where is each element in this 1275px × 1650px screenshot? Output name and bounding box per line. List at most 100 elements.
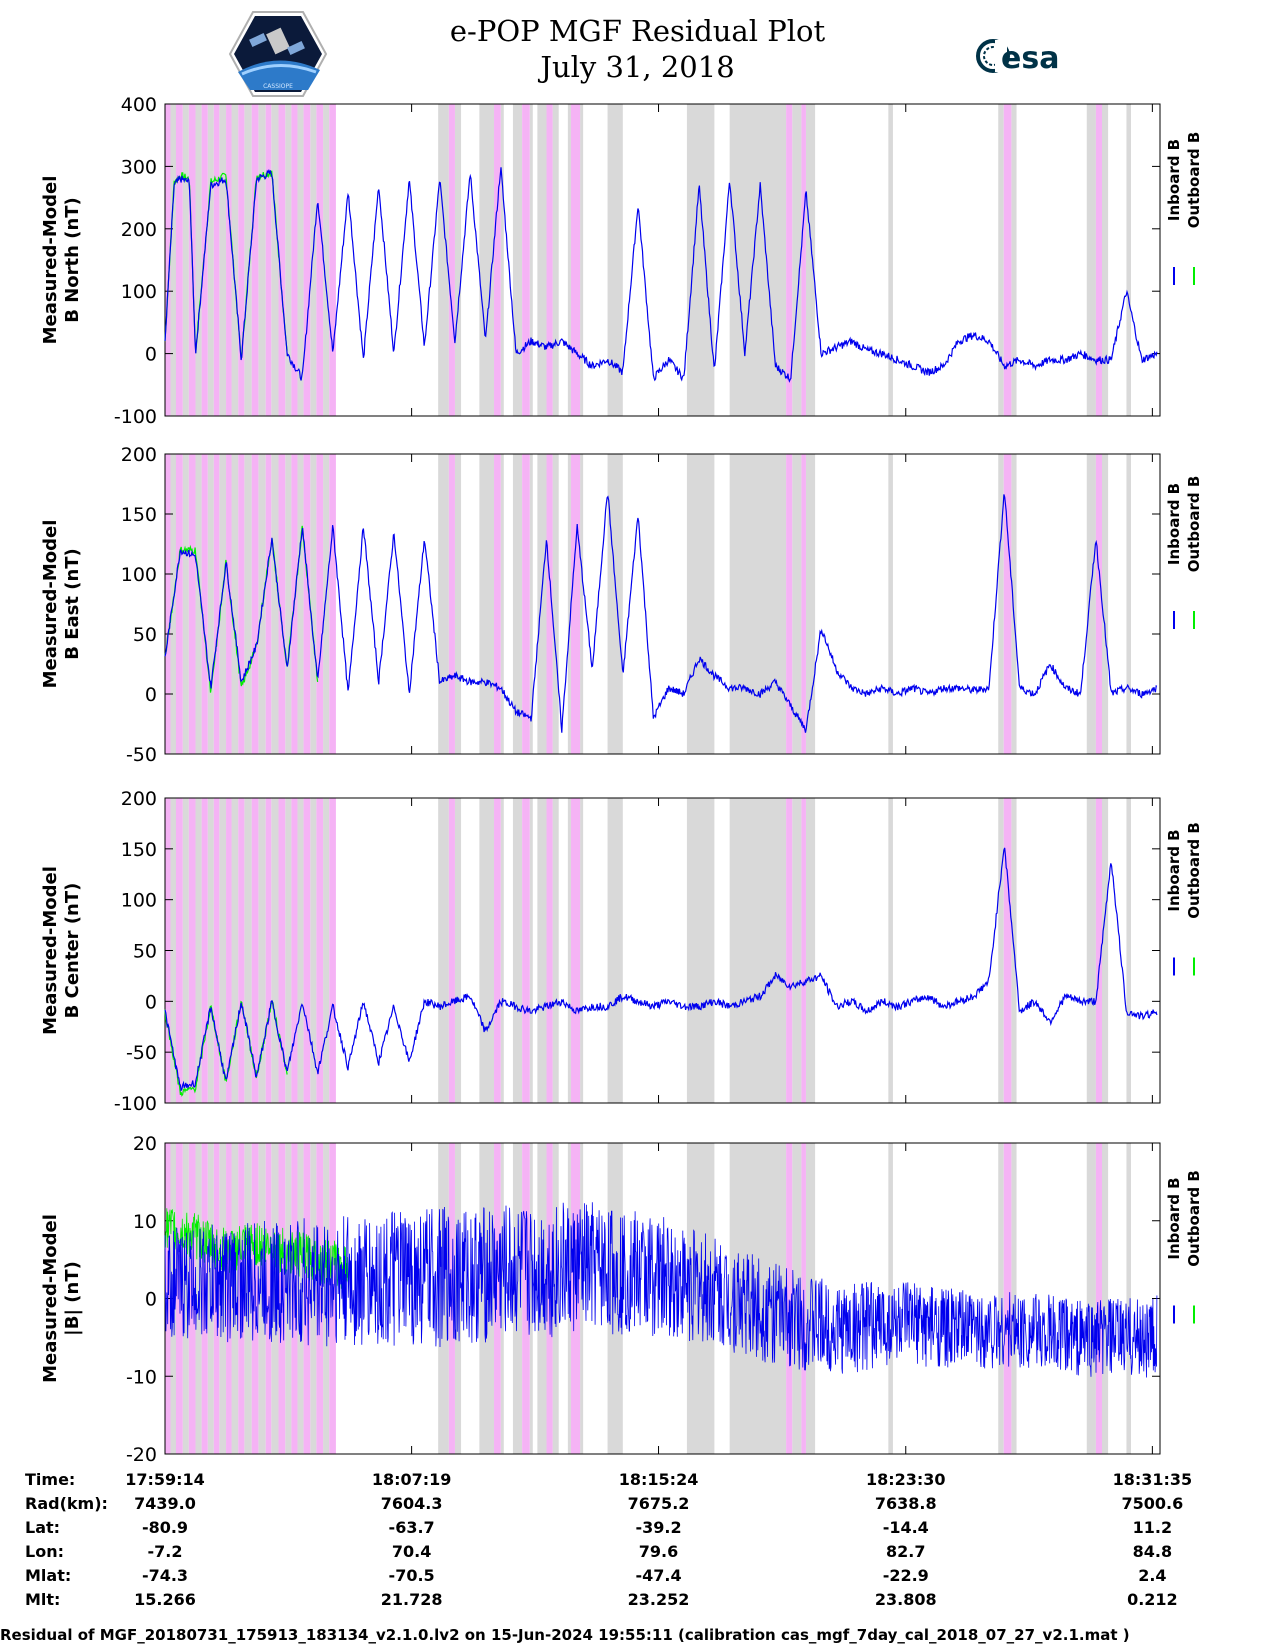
row-label: Mlat: (25, 1566, 71, 1585)
shade-gray-band (580, 798, 584, 1103)
y-tick-label: 200 (121, 219, 157, 241)
shade-gray-band (323, 454, 330, 754)
shade-gray-band (219, 798, 227, 1103)
shade-pink-band (265, 798, 272, 1103)
shade-pink-band (303, 798, 311, 1103)
time-axis-value: 23.252 (628, 1590, 690, 1609)
y-tick-label: 400 (121, 94, 157, 116)
y-axis-label: B Center (nT) (62, 883, 83, 1019)
shade-gray-band (182, 1143, 189, 1454)
shade-gray-band (297, 798, 304, 1103)
shade-pink-band (786, 104, 793, 416)
shade-gray-band (500, 798, 504, 1103)
time-axis-value: 82.7 (886, 1542, 925, 1561)
shade-pink-band (201, 454, 208, 754)
shade-pink-band (329, 798, 336, 1103)
shade-pink-band (786, 454, 793, 754)
shade-gray-band (244, 454, 252, 754)
shade-gray-band (567, 454, 571, 754)
shade-gray-band (686, 454, 715, 754)
time-axis-value: 2.4 (1138, 1566, 1166, 1585)
shade-gray-band (567, 104, 571, 416)
shade-gray-band (1102, 798, 1109, 1103)
shade-pink-band (546, 798, 553, 1103)
shade-gray-band (323, 798, 330, 1103)
shade-pink-band (226, 104, 232, 416)
shade-gray-band (297, 454, 304, 754)
shade-pink-band (238, 798, 245, 1103)
time-axis-value: -22.9 (883, 1566, 929, 1585)
y-axis-label: B East (nT) (62, 548, 83, 660)
shade-pink-band (291, 104, 298, 416)
time-axis-value: -70.5 (389, 1566, 435, 1585)
time-axis-value: 23.808 (875, 1590, 937, 1609)
shade-gray-band (529, 454, 533, 754)
time-axis-value: 18:31:35 (1113, 1470, 1193, 1489)
y-tick-label: 100 (121, 564, 157, 586)
shade-pink-band (278, 104, 286, 416)
time-axis-value: 11.2 (1133, 1518, 1172, 1537)
time-axis-value: 17:59:14 (125, 1470, 205, 1489)
shade-gray-band (792, 798, 802, 1103)
time-axis-value: 21.728 (381, 1590, 443, 1609)
shade-gray-band (888, 798, 893, 1103)
shade-pink-band (570, 798, 581, 1103)
shade-gray-band (792, 454, 802, 754)
shade-gray-band (552, 104, 559, 416)
shade-gray-band (195, 454, 202, 754)
shade-gray-band (479, 104, 495, 416)
shade-pink-band (494, 798, 501, 1103)
shade-gray-band (479, 454, 495, 754)
y-axis-label: Measured-Model (40, 520, 61, 689)
shade-gray-band (297, 104, 304, 416)
shade-gray-band (888, 1143, 893, 1454)
row-label: Rad(km): (25, 1494, 108, 1513)
shade-gray-band (888, 454, 893, 754)
shade-gray-band (438, 798, 449, 1103)
shade-pink-band (175, 454, 183, 754)
time-axis-value: 7439.0 (134, 1494, 196, 1513)
panel-1-axes-box (164, 103, 1161, 417)
shade-gray-band (607, 798, 623, 1103)
shade-pink-band (801, 104, 806, 416)
shade-pink-band (1003, 1143, 1012, 1454)
shade-gray-band (512, 798, 523, 1103)
time-axis-value: -80.9 (142, 1518, 188, 1537)
shade-pink-band (570, 454, 581, 754)
shade-pink-band (238, 454, 245, 754)
shade-pink-band (522, 454, 530, 754)
shade-gray-band (195, 798, 202, 1103)
time-axis-value: 7604.3 (381, 1494, 443, 1513)
shade-gray-band (1102, 1143, 1109, 1454)
shade-pink-band (546, 454, 553, 754)
shade-pink-band (494, 454, 501, 754)
panel-4 (164, 1142, 1195, 1455)
shade-pink-band (213, 454, 220, 754)
row-label: Lon: (25, 1542, 64, 1561)
shade-pink-band (1095, 1143, 1103, 1454)
shade-gray-band (792, 104, 802, 416)
time-axis-value: 18:23:30 (866, 1470, 946, 1489)
shade-gray-band (1086, 454, 1096, 754)
shade-pink-band (188, 798, 196, 1103)
legend-outboard-label: Outboard B (1185, 822, 1203, 919)
shade-pink-band (801, 454, 806, 754)
shade-pink-band (448, 104, 455, 416)
esa-logo: esa (976, 39, 1059, 76)
shade-gray-band (1011, 454, 1017, 754)
y-tick-label: -100 (114, 1093, 157, 1115)
shade-gray-band (500, 454, 504, 754)
shade-gray-band (207, 454, 214, 754)
legend-inboard-label: Inboard B (1165, 829, 1183, 911)
time-axis-value: 7500.6 (1121, 1494, 1183, 1513)
shade-gray-band (285, 454, 292, 754)
shade-gray-band (805, 104, 816, 416)
shade-gray-band (500, 1143, 504, 1454)
shade-gray-band (231, 798, 239, 1103)
shade-pink-band (278, 798, 286, 1103)
cassiope-logo-text: CASSIOPE (263, 83, 293, 90)
shade-pink-band (175, 104, 183, 416)
shade-pink-band (265, 104, 272, 416)
panel-2-axes-box (164, 453, 1161, 755)
shade-gray-band (219, 454, 227, 754)
